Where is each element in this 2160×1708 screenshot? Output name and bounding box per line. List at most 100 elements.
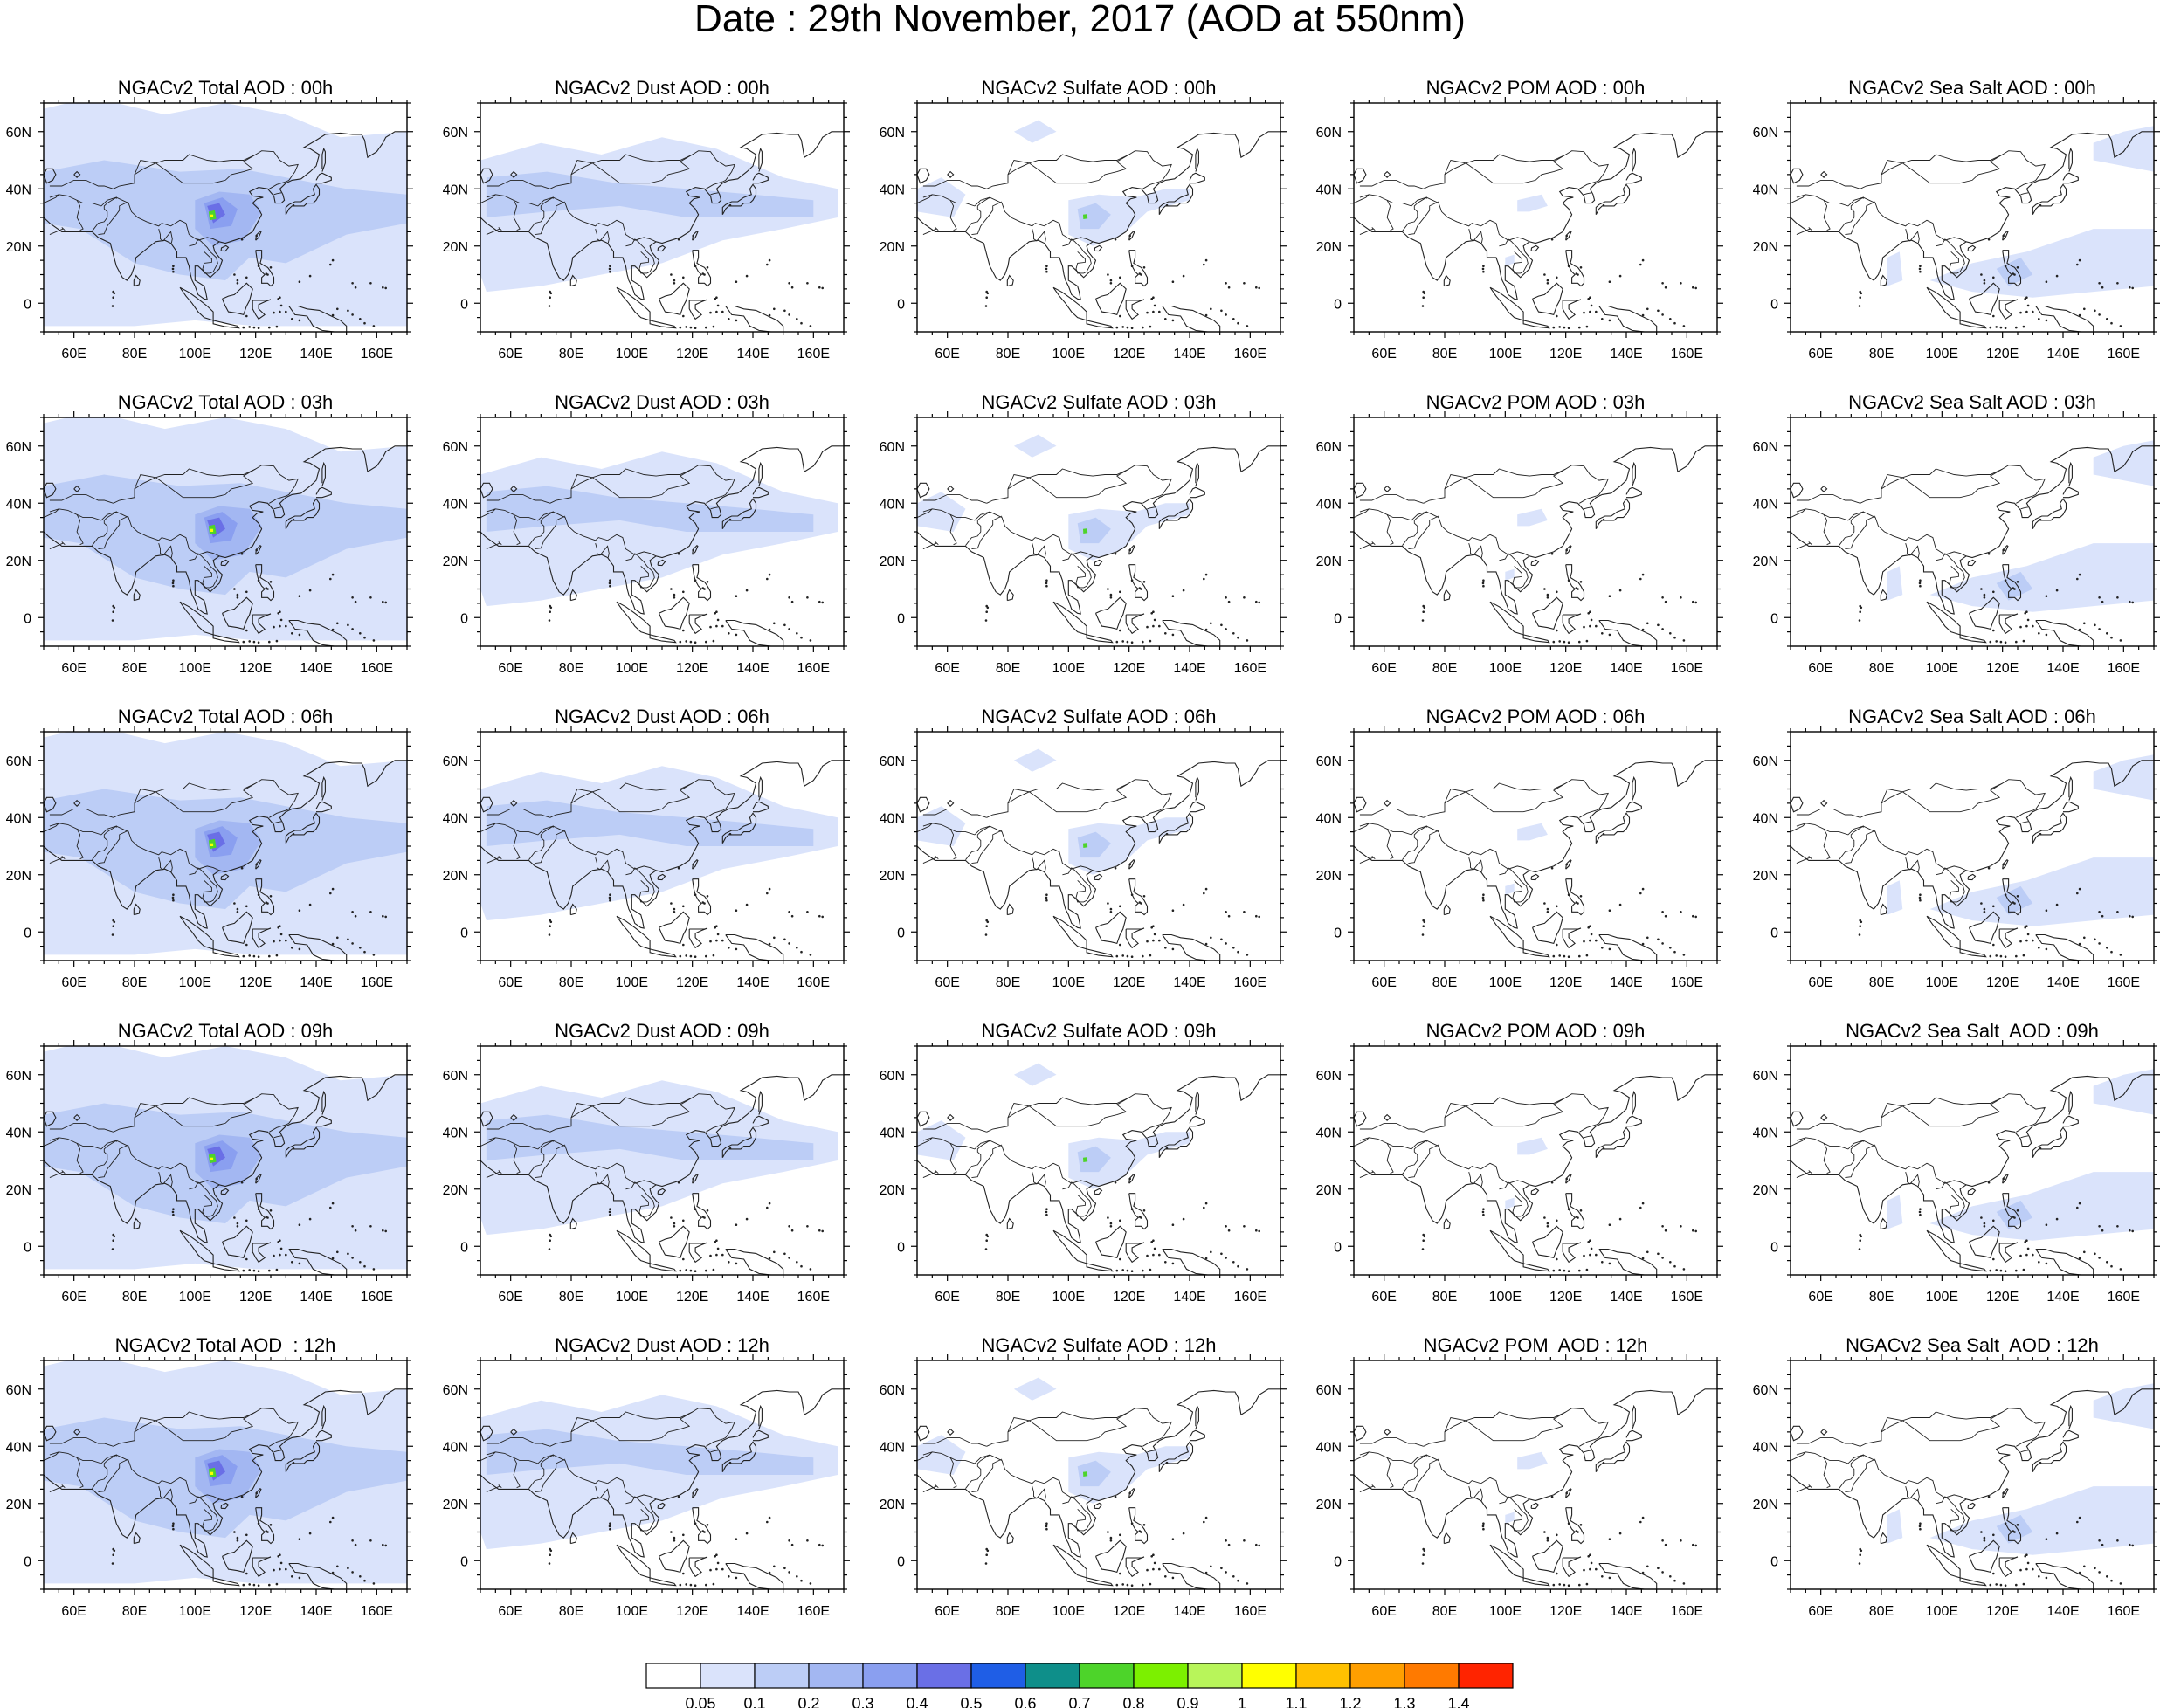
island [2004,579,2007,582]
x-tick-label: 100E [1926,975,1958,990]
island [1482,1213,1485,1216]
country-border [1579,495,1597,504]
country-border [1936,1181,1965,1217]
island [845,1225,848,1228]
coastline [917,796,930,813]
island [1567,1522,1570,1525]
island [673,593,676,596]
aod-shade [1887,1195,1903,1229]
coastline [252,613,272,635]
y-tick-label: 40N [6,1126,31,1140]
island [709,311,712,314]
island [1989,326,1992,329]
island [1119,276,1121,279]
country-border [49,194,84,231]
island [1608,633,1611,637]
x-tick-label: 100E [1926,347,1958,362]
country-border [922,508,957,546]
island [1210,307,1212,311]
island [1673,950,1676,954]
country-border [710,192,719,196]
y-tick-label: 40N [1316,1440,1342,1455]
island [1164,947,1167,949]
x-tick-label: 140E [1610,347,1642,362]
country-border [1584,506,1592,510]
island [1126,1269,1129,1272]
x-tick-label: 80E [559,661,583,676]
island [1128,1177,1131,1181]
island [347,1567,349,1570]
island [2022,954,2025,957]
colorbar-label: 1 [1238,1695,1246,1708]
coastline [44,445,407,615]
coastline [1158,1126,1194,1158]
panel-title: NGACv2 Sea Salt AOD : 09h [1846,1020,2099,1042]
panel-title: NGACv2 Total AOD : 00h [117,77,334,99]
island [682,1257,685,1261]
island [790,286,794,289]
panel-title: NGACv2 Sulfate AOD : 03h [981,391,1217,413]
aod-shade [210,1157,214,1160]
y-tick-label: 60N [880,1383,905,1398]
island [275,1582,279,1586]
island [1704,962,1707,965]
country-border [189,1181,218,1217]
island [1995,1269,1998,1271]
island [1704,334,1707,336]
island [363,636,366,639]
y-tick-label: 40N [1753,1126,1778,1140]
island [2026,618,2030,622]
island [1550,552,1554,555]
x-tick-label: 160E [1671,1604,1703,1619]
island [1618,903,1622,906]
island [111,933,114,936]
aod-shade [1505,568,1515,581]
island [1639,1520,1642,1524]
country-border [273,1135,282,1139]
island [1220,309,1223,313]
island [113,1549,116,1553]
island [1980,1531,1983,1533]
island [2004,1208,2007,1210]
island [1165,518,1169,521]
country-border [1032,857,1046,872]
island [242,1269,245,1272]
coastline [1791,760,2154,929]
country-border [1007,468,1129,490]
island [694,327,697,330]
island [845,911,848,913]
x-tick-label: 100E [179,347,211,362]
aod-shade [1505,883,1515,895]
y-tick-label: 20N [1753,1498,1778,1512]
country-border [1584,192,1592,196]
island [112,1239,114,1242]
island [1171,1538,1175,1540]
country-border [134,1097,256,1119]
island [609,579,611,582]
coastline [657,559,666,567]
island [1210,622,1212,625]
island [336,622,339,625]
country-border [971,201,1003,236]
coastline [315,801,332,813]
colorbar-swatch [1349,1663,1405,1689]
island [336,1250,339,1254]
island [2101,1543,2104,1546]
coastline [44,760,407,929]
island [2039,203,2042,207]
island [1171,319,1175,322]
island [1590,1247,1593,1250]
country-border [922,808,987,818]
island [1567,1270,1570,1272]
coastline [657,873,666,881]
x-tick-label: 80E [122,661,147,676]
x-tick-label: 120E [1113,347,1145,362]
colorbar-swatch [1079,1663,1135,1689]
island [2016,895,2019,898]
island [1583,940,1585,943]
country-border [710,821,719,824]
country-border [1468,1485,1483,1501]
